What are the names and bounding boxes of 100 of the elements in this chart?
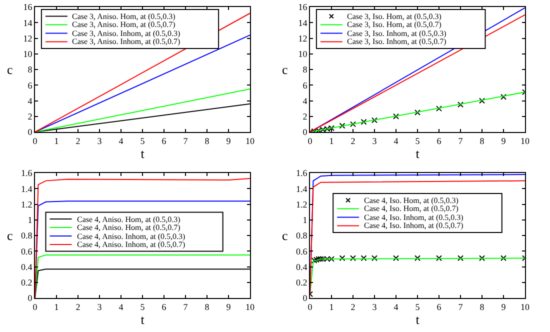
legend-label: Case 4, Iso. Inhom, at (0.5,0.7)	[364, 221, 464, 230]
legend-label: Case 3, Iso. Inhom, at (0.5,0.3)	[347, 29, 447, 38]
y-tick-label: 0.8	[20, 230, 33, 241]
y-tick-label: 0	[302, 127, 308, 138]
x-tick-label: 4	[394, 136, 399, 146]
x-tick-label: 8	[480, 136, 485, 146]
legend-label: Case 3, Aniso. Hom, at (0.5,0.3)	[72, 12, 176, 21]
x-tick-label: 2	[350, 136, 356, 146]
y-tick-label: 0	[28, 127, 33, 138]
x-tick-label: 6	[436, 136, 442, 146]
y-tick-label: 8	[28, 64, 33, 75]
x-tick-label: 9	[501, 302, 506, 312]
y-tick-label: 12	[23, 33, 32, 44]
legend-label: Case 3, Aniso. Inhom, at (0.5,0.3)	[72, 29, 181, 38]
x-tick-label: 10	[520, 302, 530, 312]
y-axis-title: c	[7, 62, 13, 77]
x-tick-label: 4	[394, 302, 399, 312]
y-axis-title: c	[282, 228, 288, 243]
y-tick-label: 0	[302, 293, 308, 304]
x-axis-title: t	[416, 146, 420, 161]
x-tick-label: 1	[329, 136, 334, 146]
y-tick-label: 16	[298, 2, 308, 12]
y-tick-label: 14	[298, 18, 308, 28]
x-tick-label: 6	[162, 302, 167, 312]
x-tick-label: 1	[329, 302, 334, 312]
x-tick-label: 6	[436, 302, 442, 312]
y-tick-label: 10	[23, 49, 33, 60]
legend-label: Case 3, Iso. Hom, at (0.5,0.3)	[347, 12, 442, 21]
x-tick-label: 10	[520, 136, 530, 146]
x-tick-label: 2	[350, 302, 356, 312]
x-tick-label: 3	[97, 136, 102, 146]
y-tick-label: 6	[28, 80, 33, 90]
x-tick-label: 2	[76, 136, 80, 146]
x-tick-label: 5	[415, 302, 420, 312]
legend-label: Case 4, Iso. Inhom, at (0.5,0.3)	[364, 213, 464, 222]
x-tick-label: 2	[76, 302, 80, 312]
y-tick-label: 0.2	[296, 278, 308, 288]
legend-label: Case 4, Iso. Hom, at (0.5,0.3)	[364, 196, 459, 205]
legend-label: Case 3, Iso. Hom, at (0.5,0.7)	[347, 20, 442, 29]
x-tick-label: 9	[501, 136, 506, 146]
y-tick-label: 8	[302, 64, 308, 75]
legend-label: Case 4, Iso. Hom, at (0.5,0.7)	[364, 204, 459, 213]
legend-label: Case 4, Aniso. Inhom, at (0.5,0.3)	[77, 232, 186, 241]
y-tick-label: 16	[23, 2, 33, 12]
x-tick-label: 9	[226, 302, 232, 312]
y-tick-label: 1.6	[296, 168, 308, 178]
x-tick-label: 9	[226, 136, 232, 146]
x-tick-label: 3	[372, 302, 378, 312]
legend-label: Case 4, Aniso. Inhom, at (0.5,0.7)	[77, 240, 186, 249]
x-tick-label: 1	[54, 302, 59, 312]
x-tick-label: 10	[246, 302, 255, 312]
legend-label: Case 3, Aniso. Hom, at (0.5,0.7)	[72, 20, 176, 29]
x-tick-label: 8	[204, 302, 210, 312]
y-tick-label: 2	[28, 112, 32, 122]
y-tick-label: 4	[302, 96, 308, 106]
x-tick-label: 5	[140, 136, 146, 146]
x-axis-title: t	[416, 312, 420, 327]
x-tick-label: 8	[204, 136, 210, 146]
legend-label: Case 4, Aniso. Hom, at (0.5,0.3)	[77, 215, 181, 224]
y-tick-label: 14	[23, 18, 33, 28]
x-tick-label: 10	[246, 136, 255, 146]
x-tick-label: 3	[372, 136, 378, 146]
y-tick-label: 6	[302, 80, 308, 90]
y-tick-label: 1.6	[20, 168, 33, 178]
legend-label: Case 4, Aniso. Hom, at (0.5,0.7)	[77, 223, 181, 232]
y-tick-label: 0	[28, 293, 33, 304]
y-tick-label: 2	[302, 112, 308, 122]
x-tick-label: 3	[97, 302, 102, 312]
x-tick-label: 7	[458, 136, 464, 146]
y-tick-label: 1.2	[20, 199, 32, 210]
x-tick-label: 5	[140, 302, 146, 312]
y-tick-label: 0.8	[296, 230, 308, 241]
y-tick-label: 0.6	[20, 246, 33, 256]
x-axis-title: t	[140, 146, 145, 161]
y-tick-label: 1.4	[20, 184, 33, 194]
y-tick-label: 10	[298, 49, 308, 60]
x-tick-label: 7	[183, 302, 188, 312]
y-tick-label: 12	[298, 33, 308, 44]
x-axis-title: t	[140, 312, 145, 327]
x-tick-label: 4	[118, 136, 124, 146]
legend-label: Case 3, Aniso. Inhom, at (0.5,0.7)	[72, 37, 181, 46]
x-tick-label: 7	[183, 136, 188, 146]
y-tick-label: 0.6	[296, 246, 308, 256]
y-tick-label: 0.2	[20, 278, 32, 288]
x-tick-label: 7	[458, 302, 464, 312]
y-tick-label: 1.4	[296, 184, 308, 194]
x-tick-label: 1	[54, 136, 59, 146]
y-axis-title: c	[282, 62, 288, 77]
legend-label: Case 3, Iso. Inhom, at (0.5,0.7)	[347, 37, 447, 46]
y-tick-label: 0.4	[20, 262, 33, 272]
y-tick-label: 1.2	[296, 199, 308, 210]
y-axis-title: c	[7, 228, 13, 243]
x-tick-label: 5	[415, 136, 420, 146]
y-tick-label: 0.4	[296, 262, 308, 272]
x-tick-label: 4	[118, 302, 124, 312]
y-tick-label: 1	[28, 215, 32, 226]
x-tick-label: 6	[162, 136, 167, 146]
x-tick-label: 8	[480, 302, 485, 312]
y-tick-label: 4	[28, 96, 33, 106]
y-tick-label: 1	[302, 215, 308, 226]
